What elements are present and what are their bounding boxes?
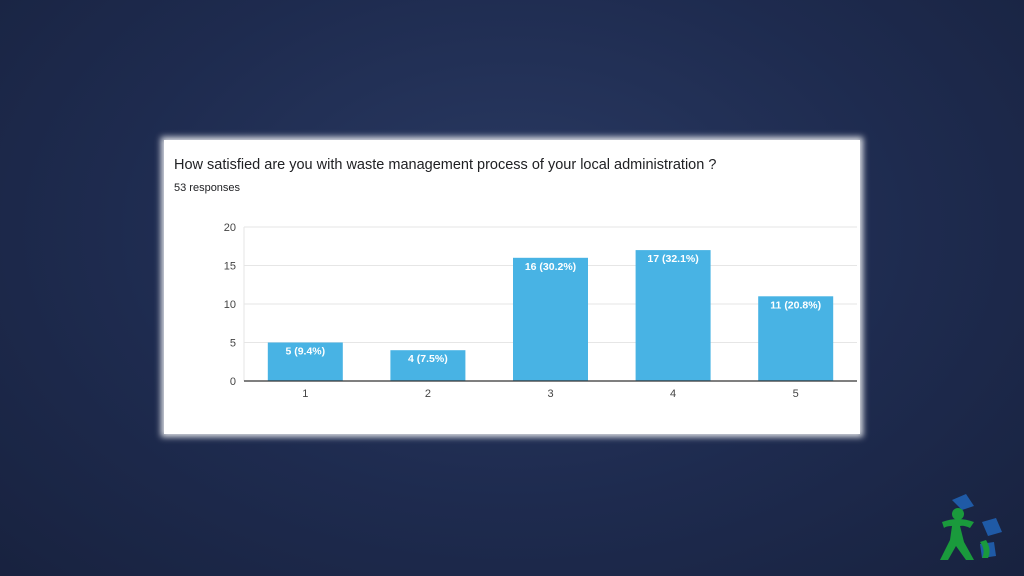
chart-card: How satisfied are you with waste managem… <box>164 140 860 434</box>
x-tick-label: 5 <box>793 388 799 400</box>
bar-data-label: 16 (30.2%) <box>525 261 576 273</box>
x-tick-label: 1 <box>302 388 308 400</box>
bar <box>513 257 588 381</box>
bar-data-label: 4 (7.5%) <box>408 353 448 365</box>
bar-data-label: 17 (32.1%) <box>647 253 698 265</box>
bar-data-label: 5 (9.4%) <box>285 346 325 358</box>
x-tick-label: 2 <box>425 388 431 400</box>
recycling-person-logo-icon <box>940 494 1002 560</box>
responses-count: 53 responses <box>174 182 241 194</box>
y-tick-label: 5 <box>230 338 236 350</box>
bar <box>635 250 711 381</box>
bar-chart: 0 5 10 15 20 5 (9.4%) 1 4 (7.5%) 2 16 (30.2%) 3 17 … <box>224 222 857 400</box>
y-tick-label: 10 <box>224 299 236 311</box>
chart-title: How satisfied are you with waste managem… <box>174 157 717 173</box>
y-tick-label: 20 <box>224 222 236 234</box>
bar <box>758 296 834 381</box>
y-tick-label: 0 <box>230 376 236 388</box>
bar-data-label: 11 (20.8%) <box>770 299 821 311</box>
x-tick-label: 3 <box>547 388 553 400</box>
y-tick-label: 15 <box>224 261 236 273</box>
bar <box>390 350 466 381</box>
x-tick-label: 4 <box>670 388 676 400</box>
bar <box>267 342 343 381</box>
